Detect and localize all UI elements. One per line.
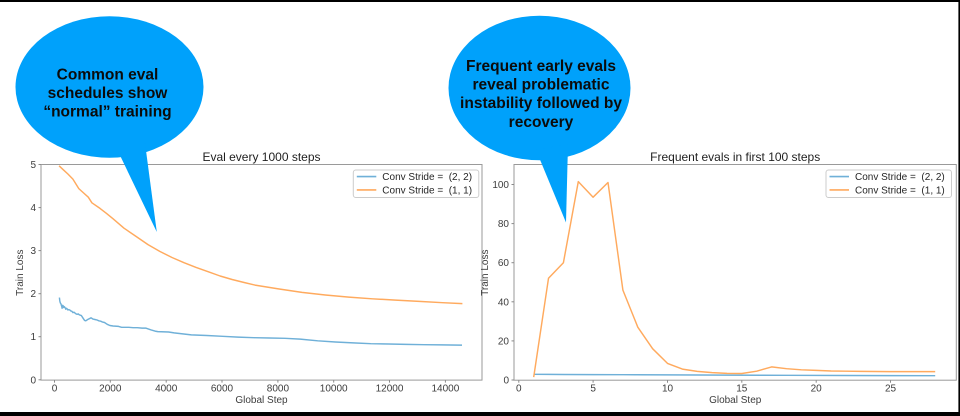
svg-text:Train Loss: Train Loss xyxy=(480,250,491,296)
svg-text:Conv Stride = (2, 2): Conv Stride = (2, 2) xyxy=(382,172,472,183)
svg-text:Frequent early evals: Frequent early evals xyxy=(466,58,616,75)
svg-text:2000: 2000 xyxy=(99,383,122,394)
svg-text:Frequent evals in first 100 st: Frequent evals in first 100 steps xyxy=(650,150,820,164)
svg-text:12000: 12000 xyxy=(376,383,404,394)
svg-text:2: 2 xyxy=(30,289,36,300)
svg-text:Global Step: Global Step xyxy=(235,395,288,406)
svg-text:25: 25 xyxy=(885,383,897,394)
svg-text:0: 0 xyxy=(516,383,522,394)
svg-text:20: 20 xyxy=(811,383,823,394)
svg-text:10000: 10000 xyxy=(320,383,348,394)
svg-text:3: 3 xyxy=(30,246,36,257)
svg-text:0: 0 xyxy=(503,376,509,387)
svg-text:15: 15 xyxy=(736,383,748,394)
svg-text:schedules show: schedules show xyxy=(48,85,169,102)
svg-text:0: 0 xyxy=(52,383,58,394)
svg-text:100: 100 xyxy=(492,180,509,191)
svg-text:Train Loss: Train Loss xyxy=(15,250,26,296)
svg-text:8000: 8000 xyxy=(267,383,290,394)
svg-text:instability followed by: instability followed by xyxy=(460,95,622,112)
svg-text:20: 20 xyxy=(498,336,510,347)
svg-text:14000: 14000 xyxy=(431,383,459,394)
svg-text:40: 40 xyxy=(498,297,510,308)
svg-text:5: 5 xyxy=(30,160,36,171)
svg-text:“normal” training: “normal” training xyxy=(43,103,171,120)
svg-text:recovery: recovery xyxy=(509,114,574,131)
svg-text:60: 60 xyxy=(498,258,510,269)
svg-text:5: 5 xyxy=(590,383,596,394)
svg-text:4000: 4000 xyxy=(155,383,178,394)
svg-text:Common eval: Common eval xyxy=(57,66,159,83)
svg-text:reveal problematic: reveal problematic xyxy=(473,77,610,94)
svg-text:4: 4 xyxy=(30,203,36,214)
svg-text:Eval every 1000 steps: Eval every 1000 steps xyxy=(202,150,320,164)
svg-text:1: 1 xyxy=(30,332,36,343)
svg-text:Global Step: Global Step xyxy=(709,395,762,406)
svg-text:0: 0 xyxy=(30,375,36,386)
svg-text:80: 80 xyxy=(498,219,510,230)
svg-text:Conv Stride = (2, 2): Conv Stride = (2, 2) xyxy=(855,172,945,183)
svg-text:6000: 6000 xyxy=(211,383,234,394)
svg-text:10: 10 xyxy=(662,383,674,394)
svg-text:Conv Stride = (1, 1): Conv Stride = (1, 1) xyxy=(855,185,945,196)
svg-text:Conv Stride = (1, 1): Conv Stride = (1, 1) xyxy=(382,185,472,196)
